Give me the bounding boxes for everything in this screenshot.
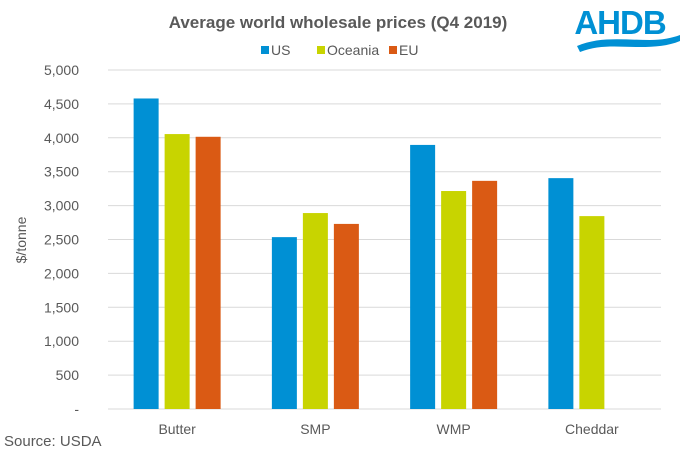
- logo-wave-icon: [577, 35, 680, 52]
- bar-us-smp: [271, 237, 297, 409]
- legend-label-eu: EU: [399, 42, 418, 58]
- chart-title: Average world wholesale prices (Q4 2019): [169, 13, 508, 32]
- y-tick-label: 4,500: [44, 96, 79, 112]
- bars: [133, 98, 605, 410]
- y-tick-label: 4,000: [44, 130, 79, 146]
- bar-oceania-smp: [302, 213, 328, 409]
- y-tick-label: 3,500: [44, 164, 79, 180]
- x-category-label: Cheddar: [565, 421, 619, 437]
- y-tick-label: 2,500: [44, 232, 79, 248]
- legend: US Oceania EU: [261, 42, 418, 58]
- legend-swatch-oceania: [317, 46, 325, 54]
- bar-eu-smp: [333, 223, 359, 409]
- x-category-label: WMP: [437, 421, 471, 437]
- ahdb-logo: AHDB: [574, 4, 680, 52]
- y-tick-label: -: [74, 401, 79, 417]
- y-tick-label: 500: [56, 367, 80, 383]
- y-axis-ticks: - 500 1,000 1,500 2,000 2,500 3,000 3,500 4,000 4…: [44, 62, 79, 417]
- gridlines: [108, 69, 661, 410]
- bar-us-cheddar: [548, 178, 574, 409]
- bar-us-butter: [133, 98, 159, 409]
- bar-oceania-wmp: [441, 191, 467, 409]
- x-category-label: Butter: [158, 421, 196, 437]
- y-tick-label: 3,000: [44, 198, 79, 214]
- x-axis-categories: Butter SMP WMP Cheddar: [158, 421, 619, 437]
- logo-text: AHDB: [574, 4, 665, 41]
- legend-swatch-eu: [389, 46, 397, 54]
- source-note: Source: USDA: [4, 433, 102, 450]
- legend-label-oceania: Oceania: [327, 42, 379, 58]
- y-axis-label: $/tonne: [13, 216, 29, 263]
- bar-oceania-butter: [164, 134, 190, 410]
- bar-eu-butter: [195, 136, 221, 409]
- y-tick-label: 1,000: [44, 333, 79, 349]
- y-tick-label: 2,000: [44, 265, 79, 281]
- legend-label-us: US: [271, 42, 290, 58]
- bar-eu-wmp: [472, 180, 498, 409]
- x-category-label: SMP: [300, 421, 330, 437]
- y-tick-label: 5,000: [44, 62, 79, 78]
- legend-swatch-us: [261, 46, 269, 54]
- bar-oceania-cheddar: [579, 216, 605, 409]
- bar-us-wmp: [410, 144, 436, 409]
- y-tick-label: 1,500: [44, 299, 79, 315]
